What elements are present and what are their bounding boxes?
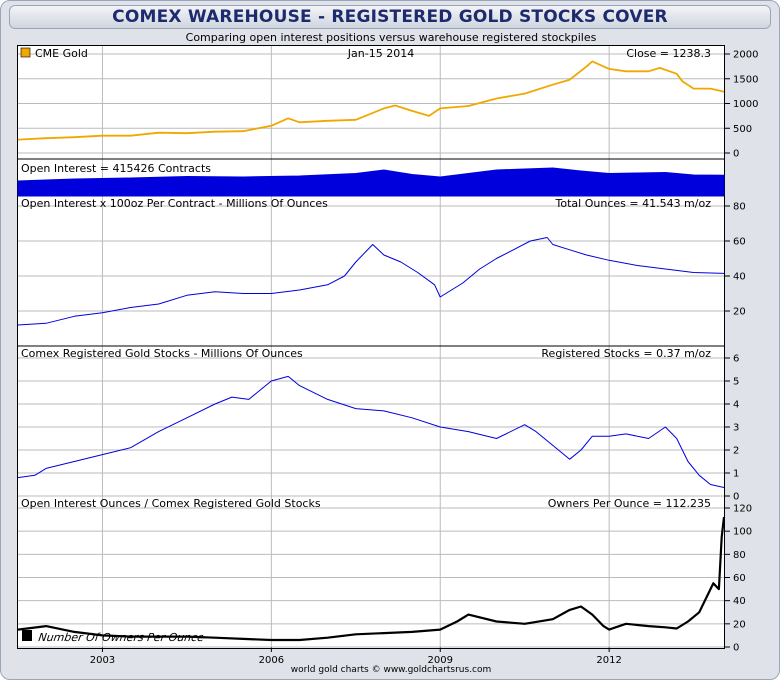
y-tick-label: 100 [733, 527, 752, 538]
plot-area [17, 45, 725, 649]
y-tick-label: 2000 [733, 50, 758, 61]
x-tick-label: 2003 [90, 655, 115, 666]
y-tick-label: 6 [733, 354, 739, 365]
y-tick-label: 1000 [733, 99, 758, 110]
chart-title: COMEX WAREHOUSE - REGISTERED GOLD STOCKS… [9, 5, 771, 29]
total-ounces-series-line [17, 237, 725, 326]
open-interest-area [17, 167, 725, 197]
panel-value-label: Total Ounces = 41.543 m/oz [555, 197, 712, 210]
registered-series-line [17, 375, 725, 488]
y-tick-label: 1500 [733, 74, 758, 85]
y-tick-label: 60 [733, 573, 746, 584]
chart-subtitle: Comparing open interest positions versus… [185, 31, 597, 44]
y-tick-label: 60 [733, 237, 746, 248]
y-tick-label: 4 [733, 400, 739, 411]
date-label: Jan-15 2014 [347, 47, 414, 60]
open-interest-label: Open Interest = 415426 Contracts [21, 162, 211, 175]
y-tick-label: 0 [733, 149, 739, 160]
y-tick-label: 40 [733, 272, 746, 283]
x-tick-label: 2009 [428, 655, 453, 666]
y-tick-label: 2 [733, 446, 739, 457]
chart-footer: world gold charts © www.goldchartsrus.co… [290, 665, 492, 675]
y-tick-label: 80 [733, 202, 746, 213]
owners-legend-swatch [22, 630, 32, 641]
y-tick-label: 5 [733, 377, 739, 388]
x-tick-label: 2012 [596, 655, 621, 666]
y-tick-label: 120 [733, 504, 752, 515]
gold-legend-label: CME Gold [35, 47, 88, 60]
panel-value-label: Owners Per Ounce = 112.235 [548, 497, 711, 510]
y-tick-label: 1 [733, 469, 739, 480]
y-tick-label: 80 [733, 550, 746, 561]
gold-series-line [17, 60, 725, 141]
y-tick-label: 0 [733, 643, 739, 654]
y-tick-label: 20 [733, 307, 746, 318]
panel-label: Open Interest Ounces / Comex Registered … [21, 497, 321, 510]
gold-legend-swatch [20, 47, 31, 58]
y-tick-label: 3 [733, 423, 739, 434]
panel-label: Comex Registered Gold Stocks - Millions … [21, 347, 303, 360]
y-tick-label: 40 [733, 596, 746, 607]
y-tick-label: 20 [733, 619, 746, 630]
close-label: Close = 1238.3 [626, 47, 711, 60]
owners-legend-label: Number Of Owners Per Ounce [38, 631, 206, 644]
y-tick-label: 500 [733, 124, 752, 135]
x-tick-label: 2006 [259, 655, 284, 666]
panel-value-label: Registered Stocks = 0.37 m/oz [541, 347, 711, 360]
y-tick-label: 0 [733, 492, 739, 503]
owners-series-line [17, 516, 726, 642]
panel-label: Open Interest x 100oz Per Contract - Mil… [21, 197, 328, 210]
